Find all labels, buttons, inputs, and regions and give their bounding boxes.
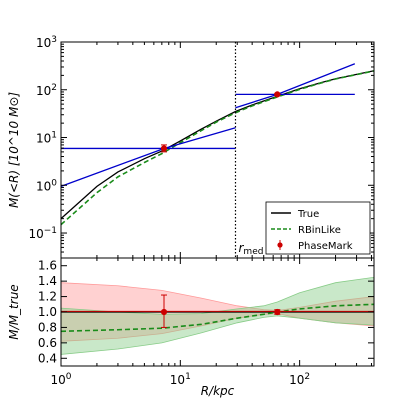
legend-box — [265, 201, 371, 255]
bottom-ytick-label: 1.6 — [38, 259, 57, 273]
top-ytick-label: 102 — [36, 83, 57, 98]
top-ytick-label: 100 — [36, 178, 57, 193]
top-y-axis-label: M(<R) [10^10 M⊙] — [7, 92, 21, 208]
bottom-xtick-label: 102 — [289, 372, 310, 387]
top-phasemark-marker — [160, 145, 168, 152]
top-ytick-label: 101 — [36, 131, 57, 146]
bottom-ytick-label: 0.6 — [38, 336, 57, 350]
x-axis-label: R/kpc — [201, 384, 235, 398]
bottom-ytick-label: 1.2 — [38, 290, 57, 304]
bottom-rbinlike-line — [60, 303, 375, 333]
rmed-label: rmed — [238, 241, 263, 257]
legend: True RBinLike PhaseMark — [265, 201, 371, 255]
bottom-ytick-label: 0.4 — [38, 351, 57, 365]
bottom-frame — [60, 257, 375, 367]
bottom-panel: 0.40.6 0.81.01.2 1.41.6 100 101 102 — [38, 257, 375, 387]
legend-label-phasemark: PhaseMark — [298, 241, 353, 252]
bottom-phasemark-marker — [274, 308, 281, 316]
bottom-xtick-label: 101 — [170, 372, 191, 387]
legend-label-rbinlike: RBinLike — [298, 225, 341, 236]
bottom-ytick-label: 1.0 — [38, 305, 57, 319]
top-rbinlike-line — [60, 70, 375, 226]
top-phasemark-marker — [274, 91, 281, 98]
axis-labels: R/kpc M(<R) [10^10 M⊙] M/M_true — [7, 92, 235, 398]
top-panel: rmed 10−1 100 101 102 103 True RBinLike PhaseMar… — [28, 35, 375, 259]
top-ytick-label: 10−1 — [28, 226, 57, 241]
legend-swatch-marker — [277, 242, 283, 248]
bottom-phasemark-marker — [160, 308, 168, 316]
bottom-y-axis-label: M/M_true — [7, 284, 21, 339]
bottom-xtick-label: 100 — [50, 372, 71, 387]
bottom-ytick-label: 1.4 — [38, 274, 57, 288]
top-true-line — [60, 70, 375, 220]
bottom-ytick-label: 0.8 — [38, 320, 57, 334]
top-ytick-label: 103 — [36, 35, 57, 50]
top-blue-fit-outer-line — [235, 63, 356, 109]
legend-label-true: True — [297, 209, 319, 220]
